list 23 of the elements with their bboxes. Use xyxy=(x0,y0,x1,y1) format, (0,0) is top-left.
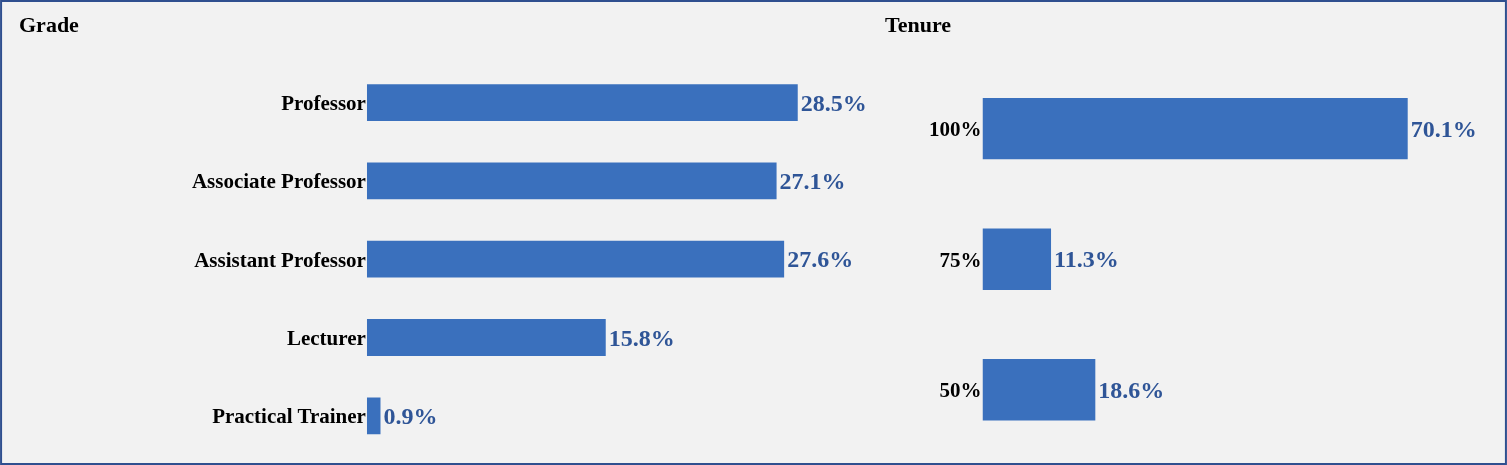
y-tick-label: Lecturer xyxy=(286,325,366,350)
y-tick-label: 75% xyxy=(939,247,982,272)
chart-title: Tenure xyxy=(885,12,952,37)
data-label: 15.8% xyxy=(608,324,675,351)
text: Grade xyxy=(19,12,80,37)
data-label: 18.6% xyxy=(1098,376,1165,403)
y-tick-label: Practical Trainer xyxy=(212,404,366,429)
bar xyxy=(366,84,798,121)
data-label: 0.9% xyxy=(383,402,438,429)
data-label: 27.1% xyxy=(779,167,846,194)
bar xyxy=(366,240,785,278)
y-tick-label: 100% xyxy=(929,117,982,142)
data-label: 70.1% xyxy=(1410,115,1477,142)
data-label: 28.5% xyxy=(800,89,867,116)
data-label: 11.3% xyxy=(1054,246,1119,273)
y-tick-label: 50% xyxy=(939,378,982,403)
bar xyxy=(366,397,381,435)
y-tick-label: Professor xyxy=(281,90,366,115)
data-label: 27.6% xyxy=(787,246,854,273)
bar xyxy=(366,162,777,200)
y-tick-label: Associate Professor xyxy=(191,169,366,194)
bar xyxy=(366,319,606,356)
y-tick-label: Assistant Professor xyxy=(194,247,366,272)
